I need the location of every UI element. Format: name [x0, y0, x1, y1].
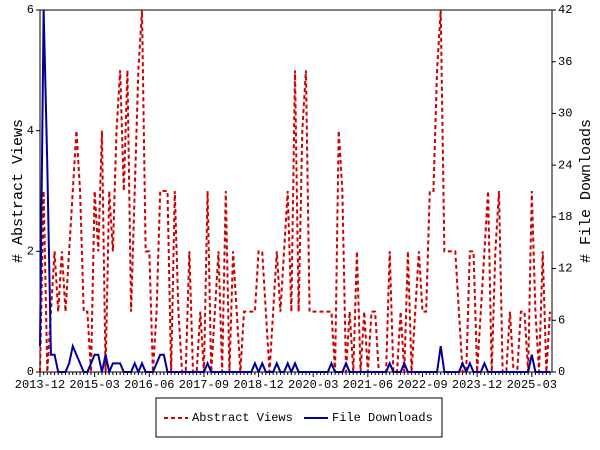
x-tick-label: 2017-09 — [179, 378, 229, 392]
y2-tick-label: 6 — [558, 313, 565, 327]
plot-frame — [39, 9, 553, 373]
y2-axis-label: # File Downloads — [578, 119, 595, 263]
y-tick-label: 4 — [27, 124, 34, 138]
legend-label: Abstract Views — [192, 411, 293, 425]
y2-tick-label: 24 — [558, 158, 572, 172]
y2-tick-label: 42 — [558, 3, 572, 17]
x-tick-label: 2018-12 — [233, 378, 283, 392]
y2-tick-label: 0 — [558, 365, 565, 379]
x-tick-label: 2020-03 — [288, 378, 338, 392]
x-tick-label: 2025-03 — [507, 378, 557, 392]
data-line — [39, 9, 551, 373]
y-tick-label: 2 — [27, 245, 34, 259]
legend-label: File Downloads — [332, 411, 433, 425]
y-tick-label: 6 — [27, 3, 34, 17]
legend-box — [155, 397, 443, 438]
x-tick-label: 2021-06 — [343, 378, 393, 392]
data-line — [39, 9, 550, 376]
y-tick-label: 0 — [27, 365, 34, 379]
y2-tick-label: 18 — [558, 210, 572, 224]
x-tick-label: 2022-09 — [397, 378, 447, 392]
x-tick-label: 2023-12 — [452, 378, 502, 392]
y2-tick-label: 36 — [558, 55, 572, 69]
x-tick-label: 2013-12 — [15, 378, 65, 392]
y2-tick-label: 30 — [558, 107, 572, 121]
x-tick-label: 2015-03 — [69, 378, 119, 392]
y-axis-label: # Abstract Views — [10, 119, 27, 263]
y2-tick-label: 12 — [558, 262, 572, 276]
x-tick-label: 2016-06 — [124, 378, 174, 392]
